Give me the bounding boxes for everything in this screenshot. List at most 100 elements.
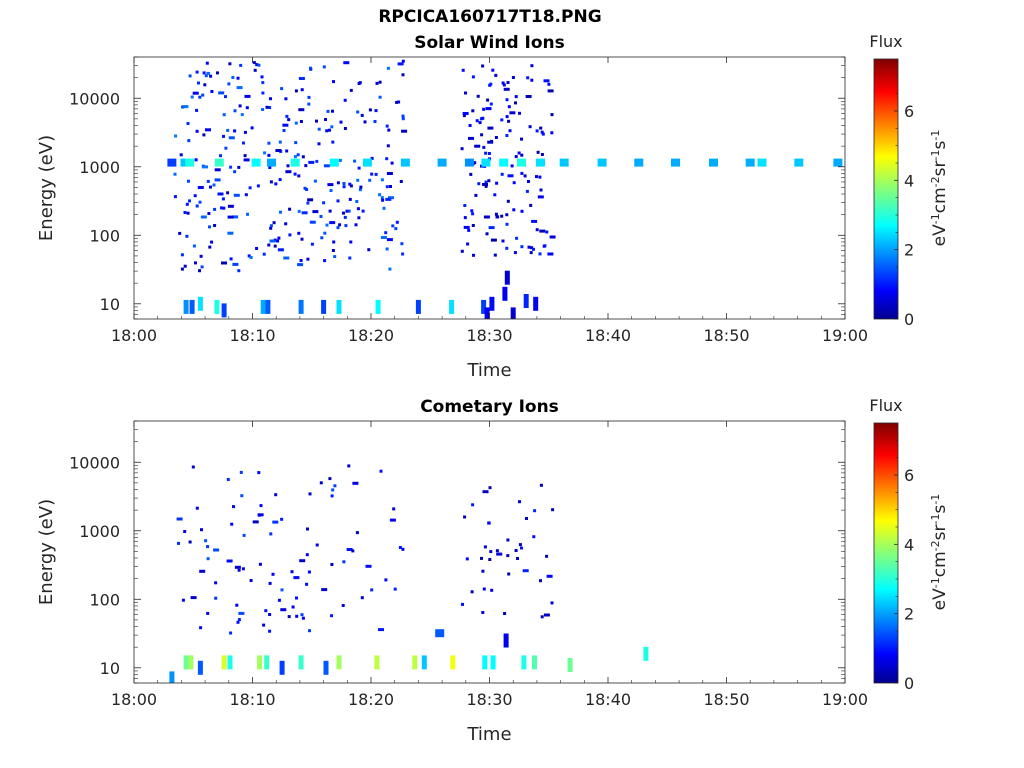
flux-cell [224, 146, 228, 150]
flux-cell [481, 64, 485, 68]
flux-cell [206, 557, 210, 561]
flux-cell [487, 152, 491, 155]
flux-cell [401, 252, 405, 256]
flux-cell [217, 192, 224, 196]
flux-cell [471, 75, 475, 79]
flux-cell [332, 80, 335, 84]
flux-cell [264, 609, 268, 613]
flux-cell [167, 158, 177, 167]
flux-cell [297, 263, 304, 267]
flux-cell [532, 655, 537, 670]
flux-cell [200, 528, 203, 532]
flux-cell [482, 587, 486, 591]
flux-cell [545, 230, 549, 234]
flux-cell [381, 198, 385, 202]
flux-cell [482, 655, 488, 670]
flux-cell [279, 210, 282, 214]
x-tick-label: 18:30 [466, 690, 512, 709]
flux-cell [507, 174, 514, 178]
flux-cell [530, 246, 534, 250]
flux-cell [385, 247, 389, 251]
y-tick-label: 1000 [79, 158, 120, 177]
flux-cell [480, 133, 484, 137]
flux-cell [488, 486, 492, 490]
flux-cell [220, 206, 223, 210]
flux-cell [274, 493, 278, 497]
flux-cell [490, 238, 497, 242]
flux-cell [227, 215, 234, 219]
flux-cell [178, 231, 182, 235]
flux-cell [330, 494, 334, 498]
flux-cell [460, 249, 464, 253]
flux-cell [252, 520, 259, 524]
flux-cell [330, 614, 333, 618]
flux-cell [288, 233, 292, 237]
flux-cell [520, 171, 524, 175]
flux-cell [362, 158, 372, 167]
flux-cell [545, 554, 549, 558]
flux-cell [356, 178, 360, 182]
flux-cell [537, 195, 544, 199]
flux-cell [487, 521, 491, 525]
flux-cell [506, 554, 510, 558]
x-tick-label: 19:00 [822, 326, 868, 345]
flux-cell [370, 588, 374, 592]
flux-cell [437, 158, 447, 167]
flux-cell [180, 267, 184, 271]
flux-cell [181, 598, 185, 602]
colorbar-title: Flux [869, 32, 902, 51]
flux-cell [525, 95, 532, 98]
flux-cell [275, 149, 282, 152]
flux-cell [463, 515, 467, 519]
flux-cell [392, 507, 396, 511]
flux-cell [194, 261, 197, 265]
flux-cell [293, 576, 300, 580]
flux-cell [529, 251, 533, 255]
flux-cell [277, 236, 281, 240]
flux-cell [535, 175, 538, 179]
flux-cell [203, 83, 207, 87]
flux-cell [347, 464, 351, 468]
x-tick-label: 19:00 [822, 690, 868, 709]
flux-cell [745, 158, 755, 167]
flux-cell [461, 68, 465, 72]
flux-cell [202, 71, 206, 75]
flux-cell [329, 158, 339, 167]
flux-cell [526, 76, 530, 80]
flux-cell [386, 172, 393, 175]
flux-cell [285, 149, 289, 153]
flux-cell [468, 136, 474, 140]
flux-cell [226, 191, 230, 195]
flux-cell [294, 89, 298, 93]
flux-cell [473, 161, 477, 165]
flux-cell [514, 549, 518, 552]
flux-cell [332, 240, 336, 244]
flux-cell [268, 581, 272, 585]
flux-cell [239, 63, 243, 67]
flux-cell [506, 199, 510, 203]
flux-cell [517, 158, 526, 167]
flux-cell [295, 596, 298, 600]
flux-cell [493, 193, 497, 197]
flux-cell [503, 633, 509, 648]
flux-cell [365, 564, 372, 568]
flux-cell [317, 127, 321, 131]
flux-cell [199, 569, 206, 573]
flux-cell [325, 129, 329, 133]
flux-cell [306, 527, 309, 531]
y-tick-label: 10000 [69, 453, 120, 472]
flux-cell [509, 111, 516, 115]
flux-cell [502, 286, 508, 301]
y-tick-label: 10 [100, 295, 120, 314]
flux-cell [200, 215, 207, 219]
flux-cell [206, 545, 210, 549]
flux-cell [180, 253, 184, 257]
flux-cell [240, 494, 244, 498]
flux-cell [386, 238, 393, 242]
flux-cell [310, 242, 314, 246]
flux-cell [255, 63, 259, 67]
colorbar-tick-label: 2 [904, 241, 914, 260]
flux-cell [478, 121, 482, 125]
flux-cell [330, 563, 334, 566]
